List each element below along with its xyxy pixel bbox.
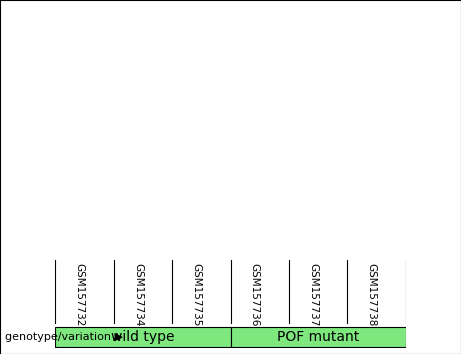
Point: [314, 90, 322, 95]
Text: GSM157738: GSM157738: [366, 263, 377, 326]
Text: GSM157737: GSM157737: [308, 263, 318, 326]
FancyBboxPatch shape: [230, 327, 406, 347]
Bar: [133, 146, 153, 256]
Point: [139, 96, 147, 102]
Point: [256, 103, 263, 109]
Bar: [366, 176, 387, 256]
Bar: [308, 39, 328, 256]
Title: GDS2619 / 1628978_at: GDS2619 / 1628978_at: [126, 13, 335, 30]
Text: GSM157735: GSM157735: [191, 263, 201, 326]
Point: [81, 108, 88, 113]
FancyBboxPatch shape: [55, 327, 230, 347]
Text: genotype/variation ▶: genotype/variation ▶: [5, 332, 123, 342]
Text: GSM157734: GSM157734: [133, 263, 143, 326]
Bar: [249, 187, 270, 256]
Bar: [191, 142, 212, 256]
Point: [373, 103, 380, 109]
Text: GSM157736: GSM157736: [250, 263, 260, 326]
Point: [198, 96, 205, 102]
Text: GSM157732: GSM157732: [75, 263, 84, 326]
Text: POF mutant: POF mutant: [277, 330, 359, 344]
Text: wild type: wild type: [111, 330, 175, 344]
Bar: [74, 234, 95, 256]
